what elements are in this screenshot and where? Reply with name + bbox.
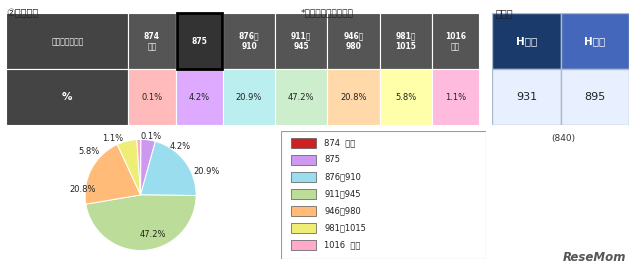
- Bar: [380, 69, 432, 125]
- Text: 1.1%: 1.1%: [102, 134, 123, 143]
- Text: H２２: H２２: [516, 36, 537, 46]
- Text: 874  以下: 874 以下: [324, 138, 355, 147]
- Text: 911～
945: 911～ 945: [291, 32, 311, 51]
- Wedge shape: [118, 139, 141, 195]
- Text: 1016  以上: 1016 以上: [324, 241, 360, 250]
- Bar: [561, 69, 629, 125]
- Bar: [492, 13, 561, 69]
- Bar: [6, 69, 128, 125]
- Text: 876～910: 876～910: [324, 172, 361, 182]
- Text: 20.9%: 20.9%: [193, 167, 219, 176]
- Text: 5.8%: 5.8%: [79, 147, 100, 156]
- Text: ReseMom: ReseMom: [562, 251, 626, 264]
- Wedge shape: [86, 195, 196, 250]
- Bar: [327, 69, 380, 125]
- Text: 875: 875: [324, 155, 340, 164]
- Text: *太枠は標準授業時数: *太枠は標準授業時数: [300, 8, 353, 17]
- Wedge shape: [137, 139, 141, 195]
- Bar: [275, 13, 327, 69]
- Text: 47.2%: 47.2%: [139, 230, 166, 239]
- Bar: [291, 138, 316, 148]
- Text: 平均値: 平均値: [496, 8, 514, 18]
- Text: 4.2%: 4.2%: [170, 142, 191, 151]
- Text: 946～980: 946～980: [324, 207, 361, 216]
- Text: ②第２学年: ②第２学年: [6, 8, 38, 18]
- Text: 47.2%: 47.2%: [288, 93, 314, 102]
- Bar: [223, 69, 275, 125]
- Bar: [432, 69, 479, 125]
- Text: 1016
以上: 1016 以上: [445, 32, 466, 51]
- Bar: [223, 13, 275, 69]
- Bar: [380, 13, 432, 69]
- Text: 4.2%: 4.2%: [189, 93, 210, 102]
- Wedge shape: [141, 139, 155, 195]
- Text: 895: 895: [585, 92, 606, 103]
- Bar: [176, 13, 222, 69]
- Text: 20.8%: 20.8%: [341, 93, 367, 102]
- Text: 931: 931: [516, 92, 537, 103]
- Bar: [6, 13, 128, 69]
- Text: 1.1%: 1.1%: [445, 93, 466, 102]
- Bar: [176, 13, 223, 69]
- Text: 0.1%: 0.1%: [140, 132, 161, 141]
- Text: 911～945: 911～945: [324, 190, 360, 199]
- Text: (840): (840): [551, 134, 576, 143]
- Text: 874
以下: 874 以下: [144, 32, 160, 51]
- Bar: [128, 13, 176, 69]
- Text: 946～
980: 946～ 980: [343, 32, 364, 51]
- Bar: [291, 206, 316, 216]
- Bar: [176, 69, 223, 125]
- Bar: [275, 69, 327, 125]
- Text: 5.8%: 5.8%: [395, 93, 417, 102]
- Text: 981～
1015: 981～ 1015: [396, 32, 416, 51]
- Wedge shape: [85, 144, 141, 204]
- Text: 981～1015: 981～1015: [324, 224, 366, 233]
- Bar: [128, 69, 176, 125]
- Text: 0.1%: 0.1%: [141, 93, 162, 102]
- Text: 876～
910: 876～ 910: [239, 32, 259, 51]
- Bar: [327, 13, 380, 69]
- Text: 20.8%: 20.8%: [69, 185, 95, 194]
- Text: %: %: [62, 92, 73, 103]
- Text: 20.9%: 20.9%: [236, 93, 262, 102]
- Text: 875: 875: [191, 37, 207, 46]
- Bar: [291, 172, 316, 182]
- Wedge shape: [141, 142, 196, 195]
- Bar: [561, 13, 629, 69]
- Text: 年間総授業時数: 年間総授業時数: [51, 37, 84, 46]
- Bar: [432, 13, 479, 69]
- Bar: [291, 240, 316, 250]
- Bar: [492, 69, 561, 125]
- Text: H２０: H２０: [585, 36, 606, 46]
- Bar: [291, 155, 316, 165]
- Bar: [291, 189, 316, 199]
- Bar: [291, 223, 316, 233]
